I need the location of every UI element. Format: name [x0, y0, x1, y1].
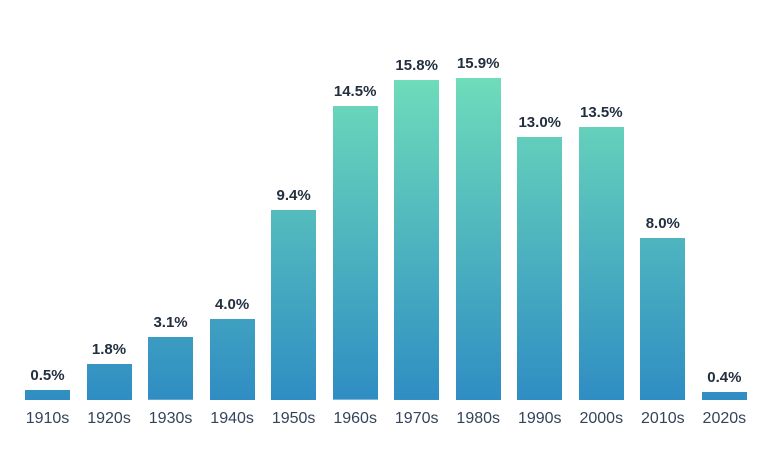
- bar-column: 0.5% 1910s: [25, 368, 70, 450]
- x-axis-tick-label: 1950s: [271, 410, 316, 427]
- bar: [86, 363, 132, 400]
- bar-value-label: 15.8%: [395, 57, 438, 75]
- bar-value-label: 1.8%: [91, 340, 127, 358]
- bar-column: 13.0% 1990s: [517, 113, 563, 450]
- bar-column: 15.8% 1970s: [394, 57, 440, 450]
- bar: [25, 389, 70, 400]
- bar-column: 3.1% 1930s: [148, 314, 194, 450]
- bar: [148, 337, 194, 400]
- x-axis-tick-label: 1990s: [517, 410, 562, 427]
- bar: [209, 319, 255, 400]
- bar-column: 8.0% 2010s: [640, 215, 686, 450]
- bar-chart-plot-area: 0.5% 1910s 1.8% 1920s 3.1% 1930s 4.0% 1940s 9.4%…: [25, 0, 747, 450]
- bar-value-label: 0.5%: [30, 366, 65, 384]
- x-axis-tick-label: 2000s: [579, 410, 624, 427]
- bar-column: 14.5% 1960s: [332, 83, 378, 450]
- bar: [332, 106, 378, 400]
- x-axis-tick-label: 2020s: [702, 410, 747, 427]
- x-axis-tick-label: 1980s: [456, 410, 501, 427]
- bar-value-label: 3.1%: [153, 314, 188, 332]
- bar-value-label: 14.5%: [333, 83, 377, 101]
- x-axis-tick-label: 1910s: [25, 410, 70, 427]
- bar-value-label: 13.5%: [580, 103, 623, 121]
- x-axis-tick-label: 1940s: [210, 410, 254, 427]
- bar-column: 1.8% 1920s: [86, 340, 132, 450]
- bar-value-label: 8.0%: [645, 215, 680, 232]
- x-axis-tick-label: 2010s: [641, 410, 685, 427]
- bar: [271, 209, 317, 400]
- bar-value-label: 4.0%: [214, 296, 250, 313]
- bar-column: 15.9% 1980s: [455, 55, 501, 450]
- bar-column: 13.5% 2000s: [578, 103, 624, 450]
- bar-column: 9.4% 1950s: [271, 186, 317, 450]
- bar-value-label: 15.9%: [456, 55, 500, 72]
- bar: [578, 126, 624, 400]
- bar-value-label: 0.4%: [707, 368, 742, 386]
- bar-value-label: 13.0%: [518, 113, 562, 131]
- bar: [455, 78, 501, 400]
- bar: [394, 80, 440, 400]
- x-axis-tick-label: 1930s: [148, 410, 193, 427]
- x-axis-tick-label: 1960s: [333, 410, 377, 427]
- bar-value-label: 9.4%: [276, 186, 311, 204]
- bar: [517, 136, 563, 400]
- x-axis-tick-label: 1920s: [87, 410, 131, 427]
- bar: [640, 238, 686, 400]
- bar: [701, 391, 747, 400]
- x-axis-tick-label: 1970s: [394, 410, 439, 427]
- bar-column: 0.4% 2020s: [701, 368, 747, 450]
- bar-column: 4.0% 1940s: [209, 296, 255, 450]
